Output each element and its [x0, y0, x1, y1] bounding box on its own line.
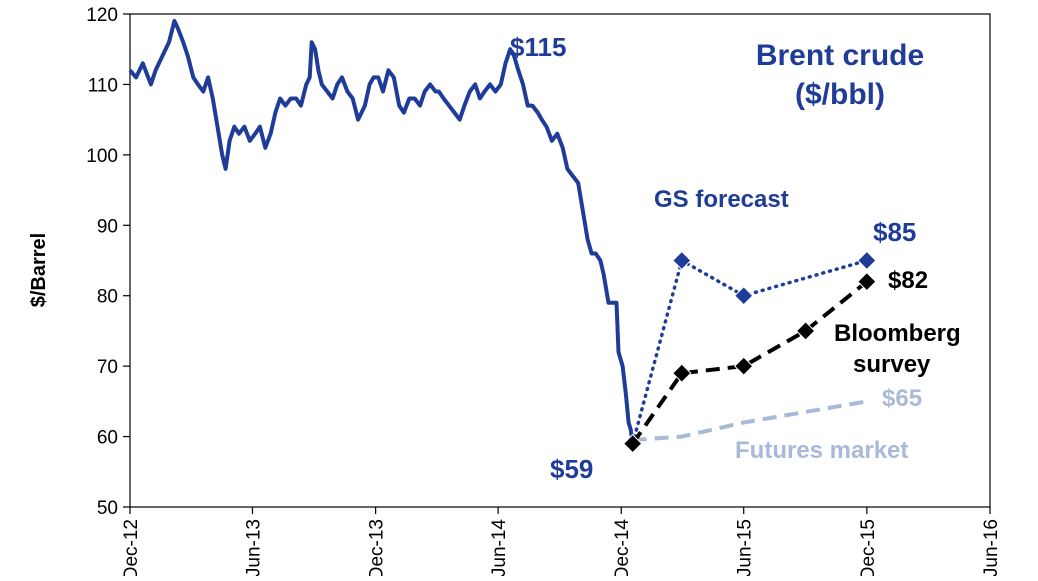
gs-point-marker: [734, 286, 754, 306]
x-tick-label: Jun-15: [735, 519, 756, 576]
x-tick-label: Jun-13: [243, 519, 264, 576]
x-tick-label: Dec-14: [612, 519, 633, 576]
markers-layer: [622, 250, 877, 454]
x-tick-label: Jun-14: [489, 519, 510, 576]
start-point-marker: [622, 433, 643, 454]
series-line-futures: [632, 399, 868, 443]
series-line-bloomberg: [631, 280, 869, 445]
y-tick-label: 70: [97, 357, 118, 378]
annotation-bb-label-1: Bloomberg: [834, 320, 961, 347]
y-tick-label: 110: [88, 75, 118, 96]
annotation-fut-end: $65: [882, 385, 922, 412]
annotation-bb-label-2: survey: [853, 351, 931, 378]
series-layer: [128, 19, 869, 446]
bloomberg-point-marker: [734, 356, 754, 376]
y-tick-label: 50: [97, 498, 118, 519]
bloomberg-point-marker: [672, 363, 692, 383]
x-tick-label: Dec-15: [858, 519, 879, 576]
annotation-bb-end: $82: [888, 267, 928, 294]
series-line-brent: [128, 19, 635, 444]
annotation-gs-end: $85: [873, 217, 916, 247]
series-line-gs: [630, 258, 869, 446]
axes: 50 60 70 80 90 100 110 120 Dec-12 Jun-13 Dec-13 Jun…: [86, 5, 1002, 580]
annotation-peak: $115: [510, 32, 566, 62]
y-tick-label: 80: [97, 287, 118, 308]
annotation-low: $59: [550, 454, 593, 484]
chart-title-line-1: Brent crude: [756, 39, 924, 72]
text-layer: Brent crude ($/bbl) $/Barrel $115 $59 GS f…: [28, 32, 961, 484]
chart-title-line-2: ($/bbl): [795, 78, 885, 111]
x-tick-label: Dec-12: [121, 519, 142, 576]
y-tick-label: 90: [97, 216, 118, 237]
plot-border: [129, 13, 991, 508]
x-tick-label: Dec-13: [367, 519, 388, 576]
annotation-fut-label: Futures market: [735, 437, 908, 464]
gs-point-marker: [857, 250, 877, 271]
bloomberg-point-marker: [795, 321, 816, 341]
y-axis-label: $/Barrel: [28, 233, 50, 308]
y-tick-label: 120: [86, 5, 118, 26]
bloomberg-point-marker: [857, 271, 877, 292]
annotation-gs-label: GS forecast: [654, 186, 789, 213]
gs-point-marker: [672, 250, 692, 271]
y-tick-label: 100: [86, 146, 118, 167]
y-tick-label: 60: [97, 428, 118, 449]
x-tick-label: Jun-16: [981, 519, 1002, 576]
